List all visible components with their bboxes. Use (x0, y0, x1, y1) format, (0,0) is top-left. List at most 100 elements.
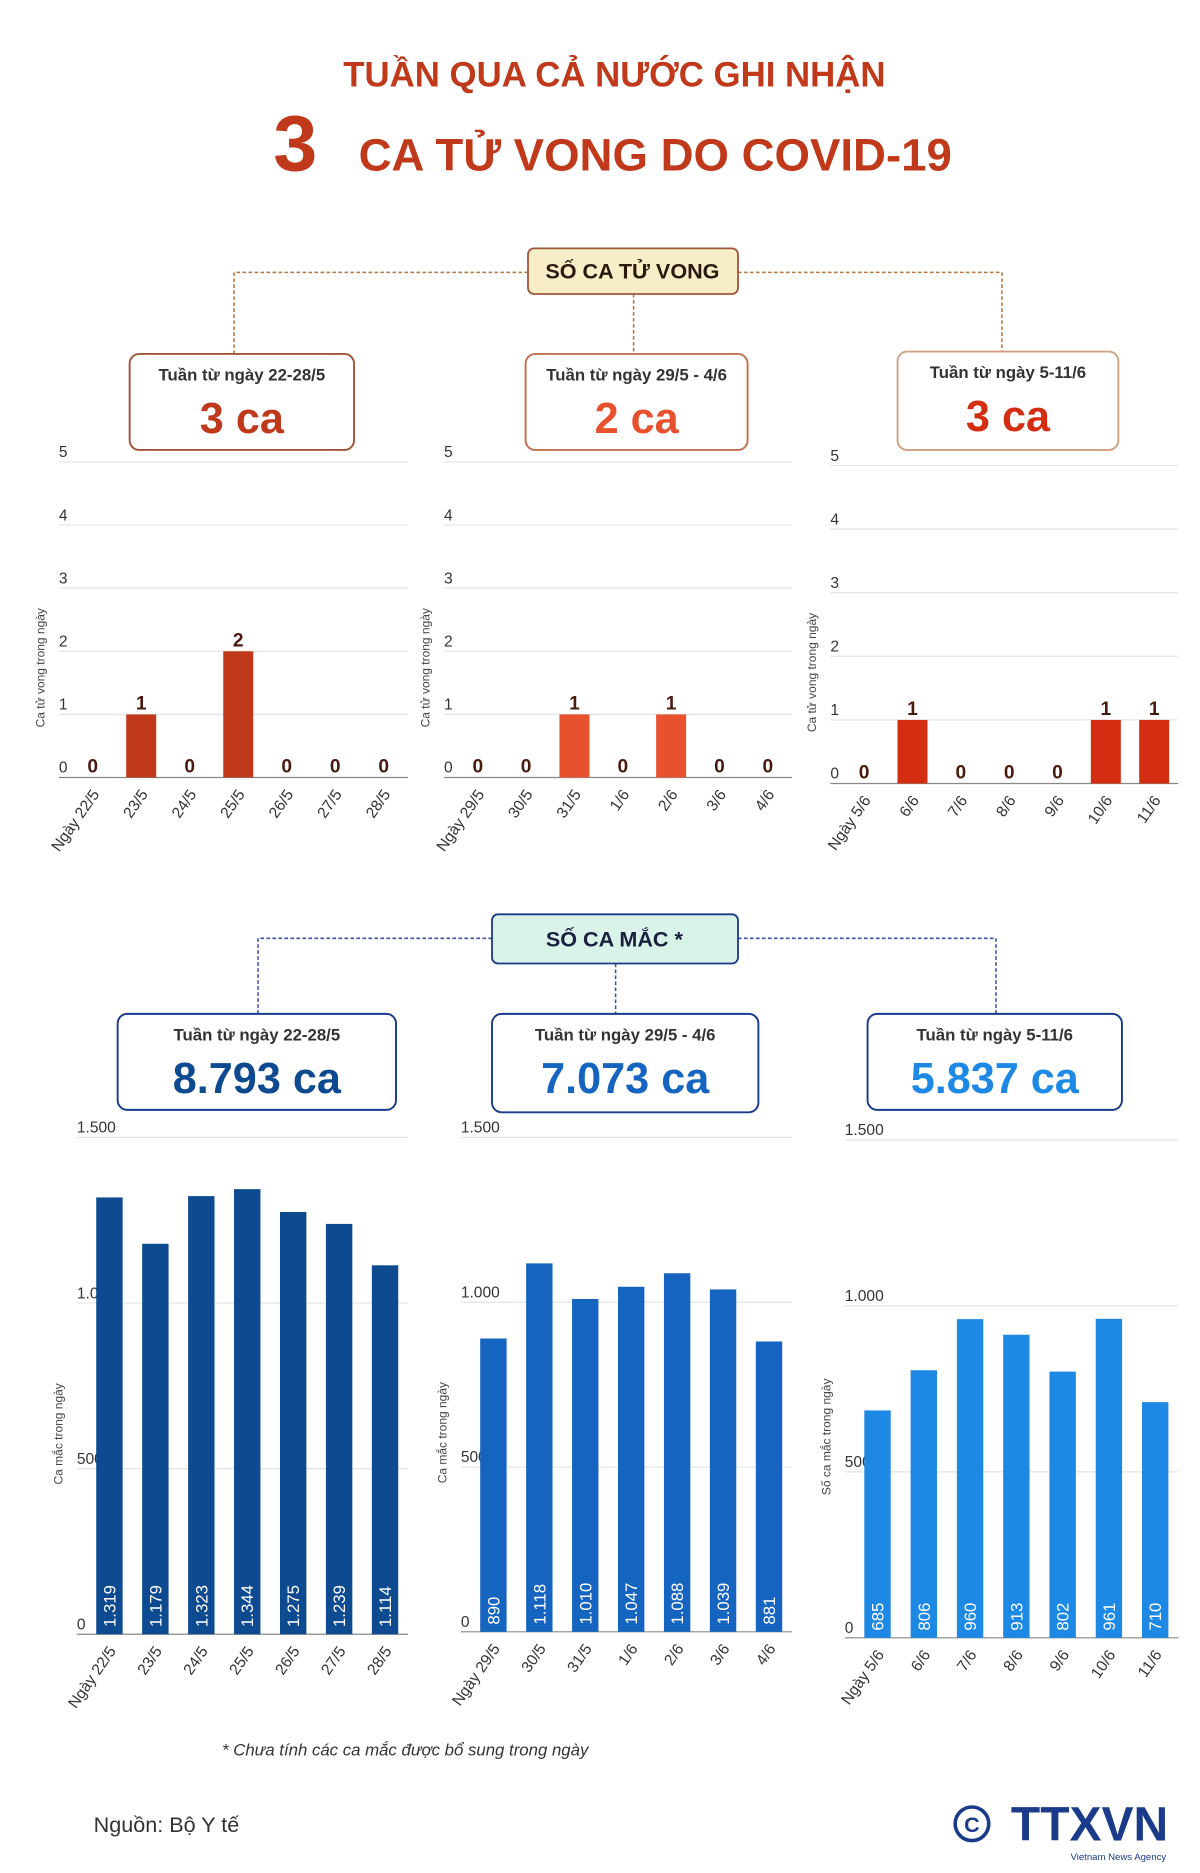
y-tick-label: 2 (444, 633, 453, 650)
copyright-c: C (964, 1812, 980, 1837)
value-label: 881 (760, 1597, 779, 1625)
value-label: 0 (281, 757, 292, 778)
bar (864, 1410, 891, 1638)
value-label: 0 (184, 757, 195, 778)
bar (234, 1189, 261, 1635)
bar (1141, 1402, 1169, 1638)
value-label: 1.179 (146, 1585, 165, 1627)
bar (910, 1370, 937, 1638)
case-connector (257, 937, 997, 1014)
summary-value: 3 ca (200, 395, 285, 443)
summary-box (491, 1012, 760, 1114)
value-label: 1.239 (330, 1585, 349, 1627)
y-tick-label: 3 (830, 575, 839, 592)
bar (371, 1265, 399, 1635)
y-tick-label: 5 (444, 444, 453, 461)
value-label: 802 (1054, 1603, 1073, 1631)
y-tick-label: 0 (461, 1614, 470, 1631)
section-box (527, 247, 739, 295)
y-tick-label: 1 (59, 697, 68, 714)
value-label: 1.319 (100, 1585, 119, 1627)
summary-value: 8.793 ca (173, 1055, 342, 1103)
bar (572, 1298, 599, 1632)
summary-subtitle: Tuần từ ngày 29/5 - 4/6 (535, 1025, 716, 1044)
value-label: 1.047 (622, 1583, 641, 1625)
bar (526, 1263, 553, 1632)
value-label: 0 (330, 757, 341, 778)
value-label: 890 (484, 1597, 503, 1625)
y-axis-label: Ca mắc trong ngày (434, 1382, 449, 1483)
value-label: 1.039 (714, 1583, 733, 1625)
value-label: 2 (233, 630, 244, 651)
value-label: 1.344 (238, 1585, 257, 1627)
y-axis-label: Ca tử vong trong ngày (33, 608, 47, 727)
summary-box (524, 353, 749, 451)
section-label: SỐ CA MẮC * (546, 926, 684, 952)
value-label: 0 (472, 757, 483, 778)
value-label: 960 (961, 1603, 980, 1631)
y-tick-label: 1.000 (845, 1288, 884, 1305)
y-tick-label: 0 (444, 760, 453, 777)
y-tick-label: 5 (59, 444, 68, 461)
y-tick-label: 1 (830, 702, 839, 719)
summary-box (866, 1012, 1123, 1111)
bar (1003, 1334, 1030, 1638)
y-tick-label: 2 (59, 633, 68, 650)
section-box (491, 913, 739, 965)
section-label: SỐ CA TỬ VONG (545, 257, 719, 283)
bar (956, 1319, 984, 1638)
value-label: 1.118 (530, 1584, 549, 1625)
chart: Tuần từ ngày 5-11/6 3 ca 0 1 2 3 4 5 Ca tử vong … (805, 350, 1179, 854)
summary-value: 3 ca (966, 393, 1051, 441)
bar (559, 714, 590, 778)
value-label: 0 (1052, 763, 1063, 784)
y-tick-label: 1.000 (461, 1284, 500, 1301)
bar (1090, 719, 1121, 784)
copyright-icon (953, 1805, 991, 1843)
bar (1095, 1318, 1123, 1638)
y-tick-label: 0 (845, 1620, 854, 1637)
value-label: 0 (859, 763, 870, 784)
y-tick-label: 4 (444, 507, 453, 524)
bar (709, 1289, 737, 1632)
y-tick-label: 1.500 (845, 1122, 884, 1139)
bar (480, 1338, 507, 1632)
value-label: 1 (907, 699, 918, 720)
bar (325, 1223, 353, 1635)
value-label: 710 (1146, 1603, 1165, 1631)
value-label: 1.010 (576, 1583, 595, 1625)
value-label: 685 (869, 1603, 888, 1631)
value-label: 913 (1007, 1603, 1026, 1631)
title-line2: CA TỬ VONG DO COVID-19 (359, 128, 952, 180)
bar (656, 714, 687, 778)
y-tick-label: 0 (59, 760, 68, 777)
value-label: 0 (87, 757, 98, 778)
y-tick-label: 0 (77, 1616, 86, 1633)
value-label: 1.275 (284, 1585, 303, 1627)
summary-box (128, 353, 355, 451)
footnote: * Chưa tính các ca mắc được bổ sung tron… (222, 1740, 590, 1759)
value-label: 0 (617, 757, 628, 778)
source: Nguồn: Bộ Y tế (94, 1812, 240, 1837)
value-label: 0 (1004, 763, 1015, 784)
death-connector (233, 271, 1003, 354)
connectors (233, 271, 1003, 1014)
y-tick-label: 0 (830, 766, 839, 783)
value-label: 0 (955, 763, 966, 784)
value-label: 0 (378, 757, 389, 778)
summary-subtitle: Tuần từ ngày 5-11/6 (930, 363, 1086, 382)
y-tick-label: 1 (444, 697, 453, 714)
chart: Tuần từ ngày 22-28/5 3 ca 0 1 2 3 4 5 Ca tử vong… (33, 353, 409, 855)
title-number: 3 (273, 98, 317, 187)
value-label: 1 (136, 694, 147, 715)
value-label: 0 (762, 757, 773, 778)
value-label: 1 (1149, 699, 1160, 720)
title-line1: TUẦN QUA CẢ NƯỚC GHI NHẬN (343, 54, 885, 94)
chart: Tuần từ ngày 22-28/58.793 ca05001.0001.5… (50, 1012, 409, 1711)
summary-value: 2 ca (595, 395, 680, 443)
logo-subtitle: Vietnam News Agency (1071, 1852, 1167, 1863)
summary-subtitle: Tuần từ ngày 22-28/5 (174, 1025, 341, 1044)
y-tick-label: 5 (830, 448, 839, 465)
y-tick-label: 4 (59, 507, 68, 524)
